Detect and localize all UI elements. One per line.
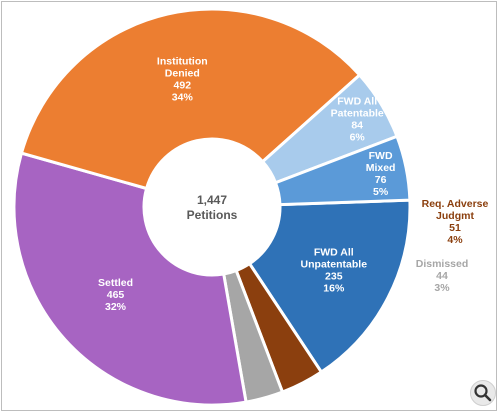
slice-label-value: 465: [107, 289, 125, 301]
slice-label-name: Judgmt: [436, 210, 474, 222]
slice-label-name: Unpatentable: [301, 259, 368, 271]
slice-label-value: 51: [449, 222, 461, 234]
slice-label-name: Req. Adverse: [422, 198, 489, 210]
slice-label-value: 76: [375, 174, 387, 186]
slice-label-percent: 16%: [323, 283, 345, 295]
slice-label-name: Institution: [157, 55, 208, 67]
center-total-label: Petitions: [187, 208, 238, 222]
slice-label-value: 44: [436, 270, 448, 282]
slice-label-percent: 6%: [350, 132, 366, 144]
center-total-value: 1,447: [197, 193, 227, 207]
zoom-button[interactable]: [470, 380, 496, 406]
magnifier-icon: [474, 384, 492, 402]
slice-label-name: Denied: [165, 67, 200, 79]
slice-label-name: Mixed: [366, 162, 396, 174]
slice-label-value: 84: [351, 120, 363, 132]
slice-label-name: FWD All: [314, 247, 354, 259]
donut-hole: [144, 139, 280, 275]
slice-label-percent: 3%: [434, 282, 450, 294]
slice-label-name: FWD: [369, 150, 393, 162]
slice-label-name: FWD All: [337, 96, 377, 108]
slice-label-percent: 4%: [447, 234, 463, 246]
slice-label-value: 492: [174, 79, 192, 91]
slice-label-value: 235: [325, 271, 343, 283]
slice-label-percent: 34%: [172, 91, 194, 103]
slice-label-name: Dismissed: [416, 258, 469, 270]
slice-label-name: Settled: [98, 277, 133, 289]
slice-label-percent: 32%: [105, 301, 127, 313]
slice-label-percent: 5%: [373, 186, 389, 198]
slice-label-name: Patentable: [331, 108, 384, 120]
